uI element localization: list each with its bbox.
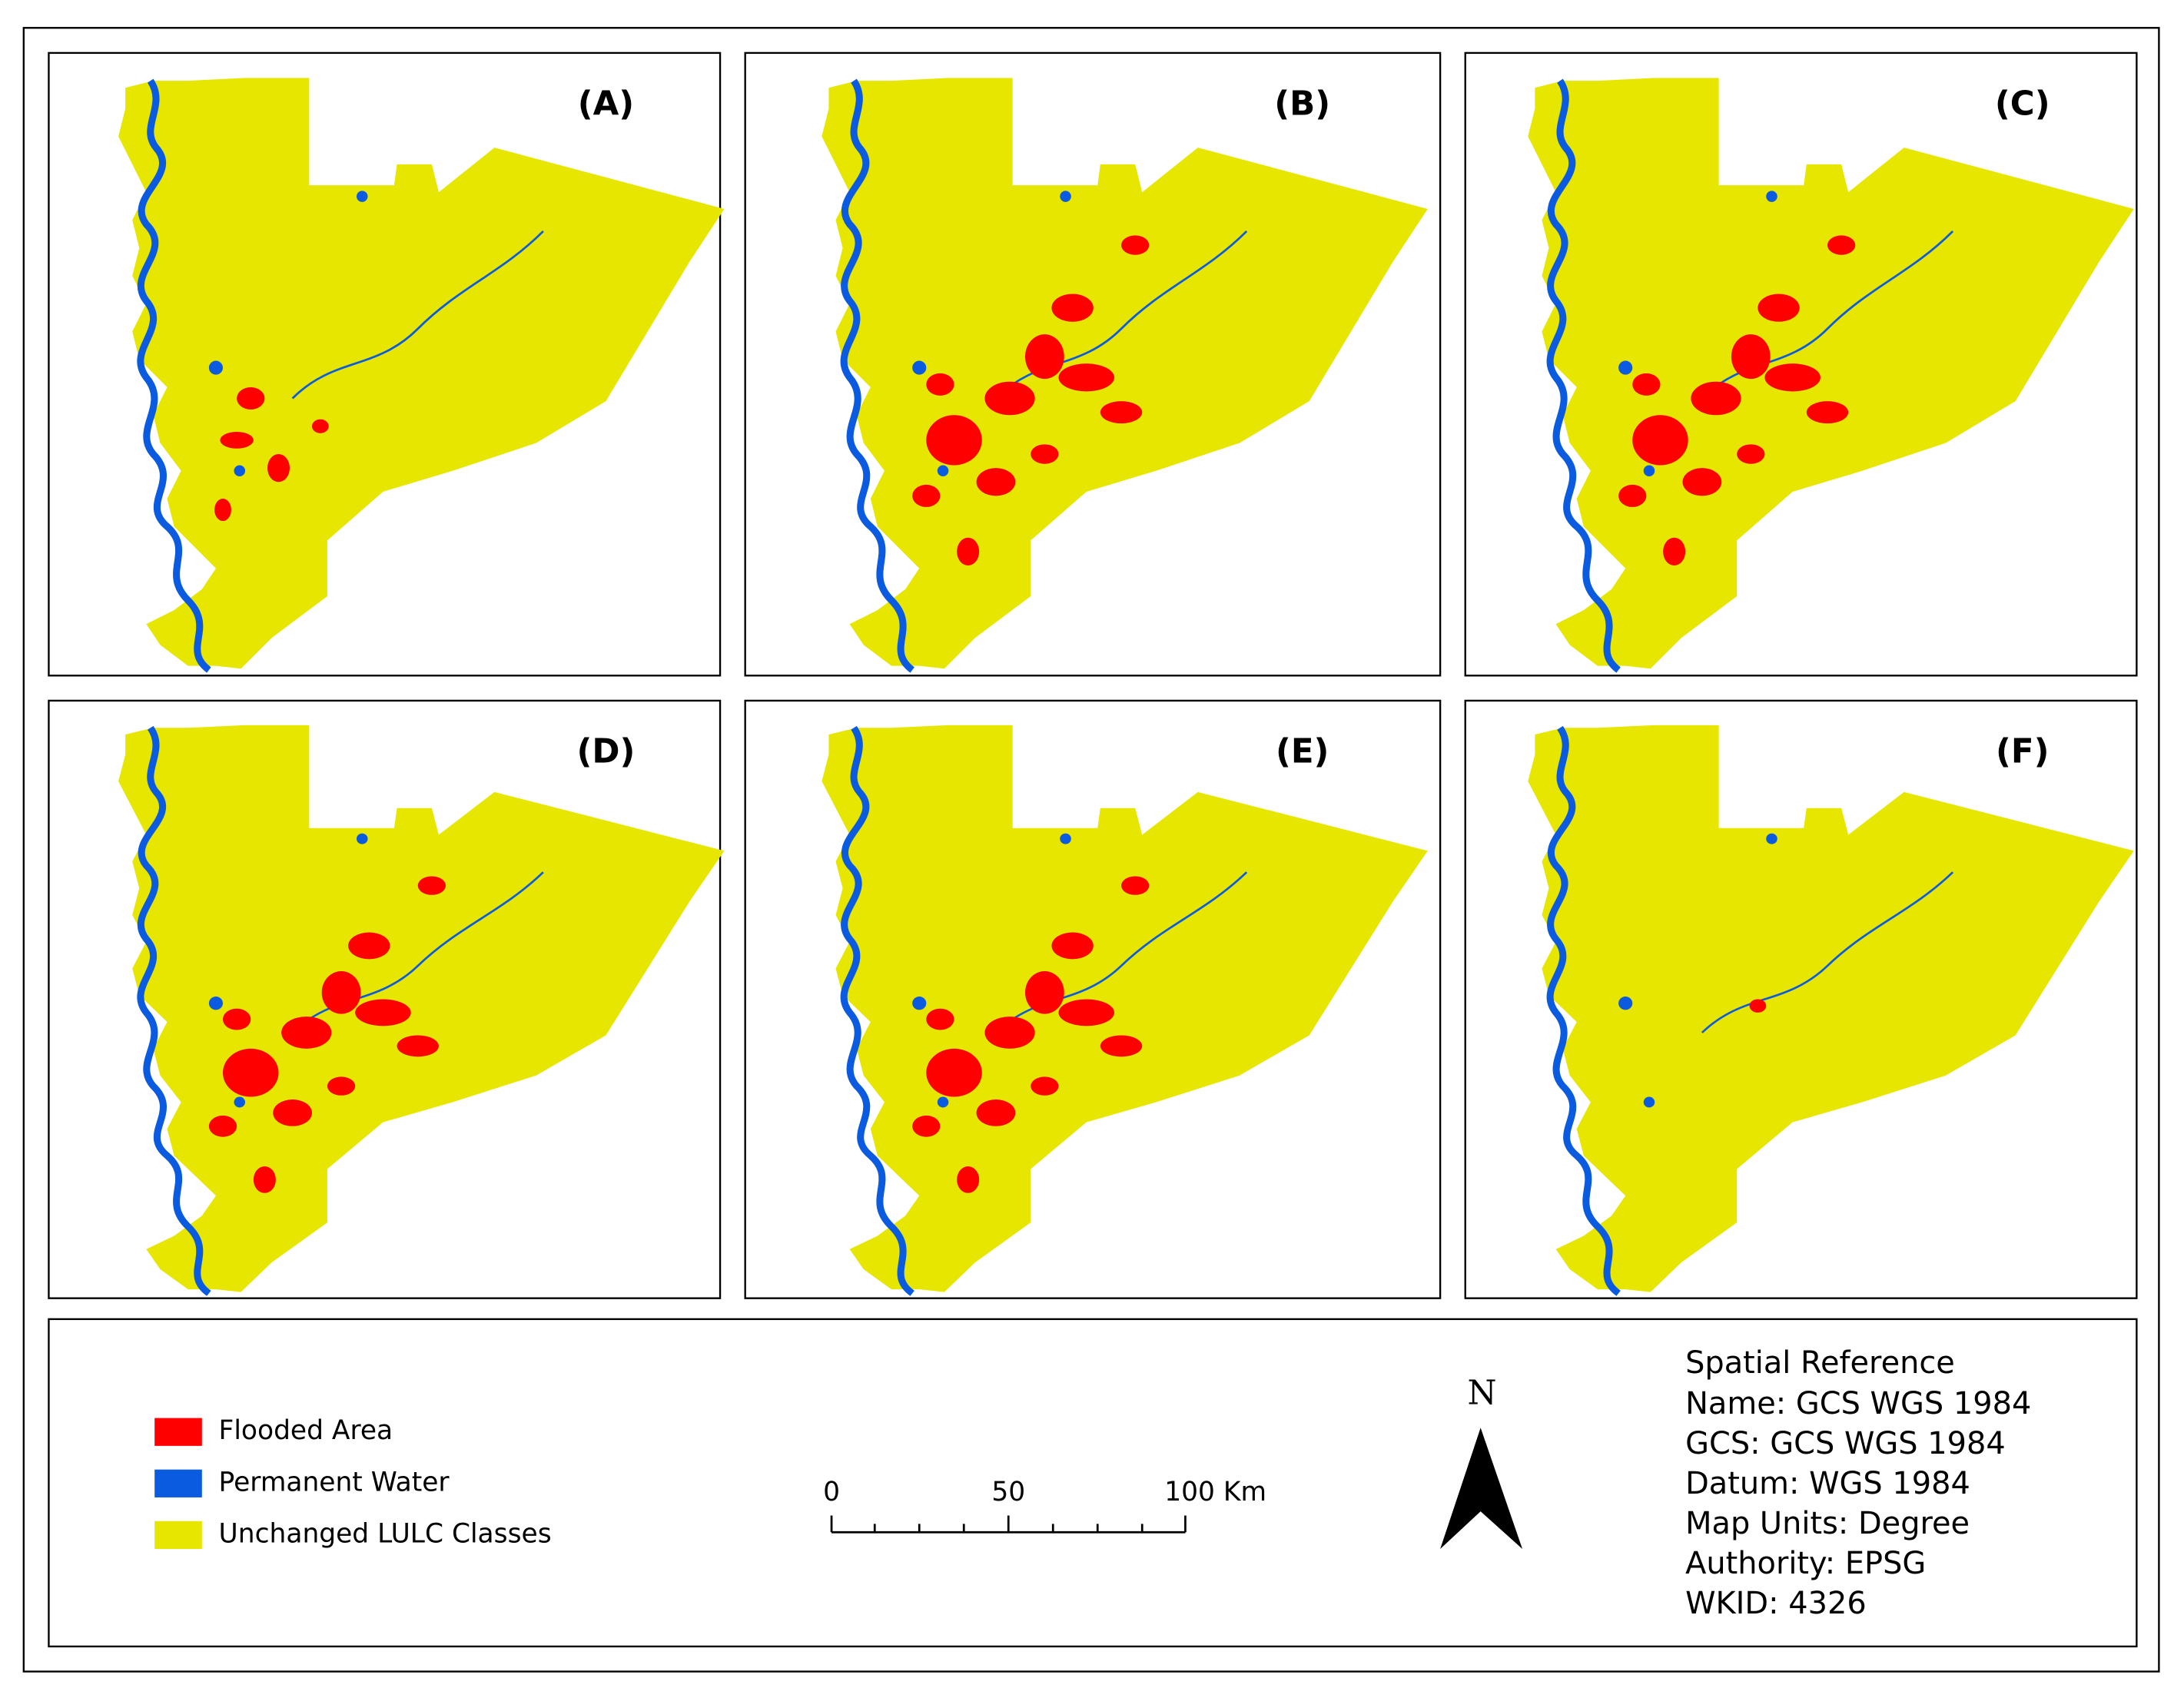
scale-label: 50: [991, 1477, 1025, 1507]
scale-label: 100 Km: [1164, 1477, 1266, 1507]
map-panel: (A): [48, 51, 724, 677]
map-base: [821, 725, 1427, 1293]
map: [1528, 78, 2133, 671]
map-base: [118, 78, 724, 671]
sref-line: WKID: 4326: [1685, 1586, 1867, 1621]
flood-areas: [1749, 999, 1767, 1013]
scale-bar: 0 50 100 Km: [823, 1477, 1266, 1534]
panel-frame: [1464, 699, 2138, 1299]
sref-line: Authority: EPSG: [1685, 1546, 1926, 1581]
north-arrow: N: [1440, 1375, 1523, 1550]
panel-frame: [48, 51, 722, 677]
sref-line: Map Units: Degree: [1685, 1506, 1970, 1541]
map-base: [1528, 78, 2133, 671]
map-base: [118, 725, 724, 1293]
spatial-reference: Spatial Reference Name: GCS WGS 1984 GCS:…: [1685, 1345, 2031, 1621]
sref-title: Spatial Reference: [1685, 1345, 1955, 1381]
legend-label: Permanent Water: [219, 1467, 450, 1497]
panels: (A) (B) (C) (D) (E) (F): [48, 51, 2138, 1299]
panel-label: (A): [578, 85, 634, 123]
map-panel: (F): [1464, 699, 2138, 1299]
map-panel: (C): [1464, 51, 2138, 677]
panel-label: (F): [1996, 732, 2049, 771]
legend-label: Flooded Area: [219, 1415, 393, 1446]
panel-label: (E): [1276, 732, 1329, 771]
legend: Flooded Area Permanent Water Unchanged LUL…: [154, 1415, 552, 1550]
map-panel: (E): [744, 699, 1442, 1299]
legend-swatch: [154, 1418, 202, 1446]
north-label: N: [1467, 1375, 1496, 1413]
map-panel: (B): [744, 51, 1442, 677]
scale-label: 0: [823, 1477, 840, 1507]
map: [118, 78, 724, 671]
panel-frame: [744, 699, 1442, 1299]
panel-label: (C): [1995, 85, 2050, 123]
map: [821, 78, 1427, 671]
legend-label: Unchanged LULC Classes: [219, 1518, 552, 1549]
map: [821, 725, 1427, 1293]
sref-line: GCS: GCS WGS 1984: [1685, 1426, 2006, 1461]
legend-swatch: [154, 1469, 202, 1497]
panel-label: (B): [1274, 85, 1330, 123]
panel-frame: [744, 51, 1442, 677]
outer-frame: [22, 27, 2160, 1673]
sref-line: Datum: WGS 1984: [1685, 1466, 1970, 1501]
panel-label: (D): [577, 732, 636, 771]
panel-frame: [1464, 51, 2138, 677]
map: [118, 725, 724, 1293]
legend-frame: [48, 1318, 2138, 1648]
panel-frame: [48, 699, 722, 1299]
map: [1528, 725, 2133, 1293]
sref-line: Name: GCS WGS 1984: [1685, 1386, 2031, 1421]
map-base: [1528, 725, 2133, 1293]
map-panel: (D): [48, 699, 724, 1299]
legend-swatch: [154, 1521, 202, 1550]
map-base: [821, 78, 1427, 671]
